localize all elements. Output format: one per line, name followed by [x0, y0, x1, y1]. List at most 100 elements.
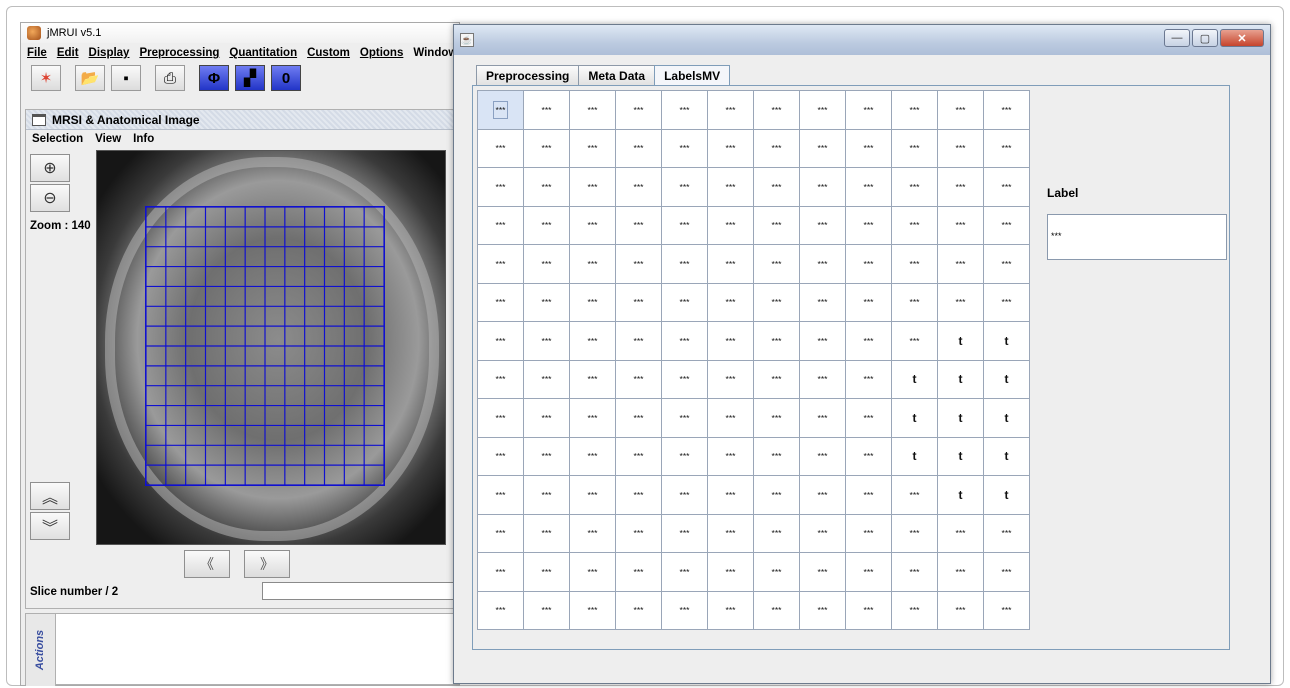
- label-cell[interactable]: ***: [524, 91, 570, 130]
- label-cell[interactable]: ***: [478, 399, 524, 438]
- menu-selection[interactable]: Selection: [32, 133, 84, 145]
- label-cell[interactable]: ***: [800, 322, 846, 361]
- label-cell[interactable]: t: [938, 322, 984, 361]
- label-cell[interactable]: ***: [570, 360, 616, 399]
- label-cell[interactable]: ***: [524, 476, 570, 515]
- label-cell[interactable]: ***: [524, 514, 570, 553]
- label-cell[interactable]: ***: [478, 322, 524, 361]
- label-cell[interactable]: ***: [800, 553, 846, 592]
- label-cell[interactable]: ***: [846, 168, 892, 207]
- actions-tab[interactable]: Actions: [26, 614, 56, 686]
- label-cell[interactable]: ***: [984, 206, 1030, 245]
- label-cell[interactable]: ***: [800, 283, 846, 322]
- label-cell[interactable]: ***: [846, 591, 892, 630]
- label-cell[interactable]: t: [984, 476, 1030, 515]
- menu-quantitation[interactable]: Quantitation: [229, 47, 298, 59]
- label-cell[interactable]: ***: [524, 283, 570, 322]
- label-cell[interactable]: ***: [800, 476, 846, 515]
- chart-icon[interactable]: ▞: [235, 65, 265, 91]
- label-cell[interactable]: ***: [616, 514, 662, 553]
- label-cell[interactable]: ***: [478, 168, 524, 207]
- label-cell[interactable]: ***: [570, 591, 616, 630]
- label-cell[interactable]: ***: [570, 168, 616, 207]
- label-cell[interactable]: ***: [478, 283, 524, 322]
- label-cell[interactable]: ***: [662, 437, 708, 476]
- mrsi-voxel-grid[interactable]: [145, 206, 385, 486]
- label-cell[interactable]: ***: [846, 553, 892, 592]
- label-cell[interactable]: ***: [938, 591, 984, 630]
- label-cell[interactable]: ***: [754, 476, 800, 515]
- label-cell[interactable]: ***: [524, 168, 570, 207]
- label-cell[interactable]: ***: [754, 360, 800, 399]
- label-cell[interactable]: ***: [570, 476, 616, 515]
- menu-options[interactable]: Options: [359, 47, 404, 59]
- save-icon[interactable]: ▪: [111, 65, 141, 91]
- label-cell[interactable]: ***: [478, 245, 524, 284]
- label-cell[interactable]: ***: [754, 437, 800, 476]
- menu-preprocessing[interactable]: Preprocessing: [139, 47, 220, 59]
- label-cell[interactable]: ***: [662, 91, 708, 130]
- label-cell[interactable]: ***: [708, 168, 754, 207]
- label-cell[interactable]: ***: [754, 283, 800, 322]
- label-cell[interactable]: ***: [662, 591, 708, 630]
- label-cell[interactable]: ***: [708, 591, 754, 630]
- label-cell[interactable]: ***: [478, 514, 524, 553]
- label-cell[interactable]: ***: [478, 591, 524, 630]
- label-cell[interactable]: ***: [800, 129, 846, 168]
- label-cell[interactable]: ***: [616, 283, 662, 322]
- label-cell[interactable]: ***: [984, 245, 1030, 284]
- label-cell[interactable]: ***: [846, 399, 892, 438]
- label-cell[interactable]: ***: [846, 91, 892, 130]
- label-cell[interactable]: ***: [846, 476, 892, 515]
- label-field[interactable]: ***: [1047, 214, 1227, 260]
- label-cell[interactable]: ***: [478, 129, 524, 168]
- label-cell[interactable]: ***: [708, 360, 754, 399]
- label-cell[interactable]: ***: [708, 437, 754, 476]
- label-cell[interactable]: ***: [938, 245, 984, 284]
- label-cell[interactable]: ***: [938, 553, 984, 592]
- label-cell[interactable]: ***: [938, 91, 984, 130]
- label-cell[interactable]: ***: [478, 360, 524, 399]
- label-cell[interactable]: ***: [938, 168, 984, 207]
- label-cell[interactable]: ***: [892, 591, 938, 630]
- label-cell[interactable]: ***: [754, 91, 800, 130]
- label-cell[interactable]: ***: [662, 360, 708, 399]
- maximize-icon[interactable]: ▢: [1192, 29, 1218, 47]
- label-cell[interactable]: t: [938, 399, 984, 438]
- menu-display[interactable]: Display: [88, 47, 130, 59]
- label-cell[interactable]: ***: [846, 360, 892, 399]
- print-icon[interactable]: ⎙: [155, 65, 185, 91]
- label-cell[interactable]: ***: [754, 322, 800, 361]
- label-cell[interactable]: ***: [984, 283, 1030, 322]
- label-cell[interactable]: t: [938, 437, 984, 476]
- label-cell[interactable]: ***: [984, 553, 1030, 592]
- label-cell[interactable]: t: [984, 399, 1030, 438]
- label-cell[interactable]: ***: [616, 129, 662, 168]
- label-cell[interactable]: ***: [570, 283, 616, 322]
- brain-mri-image[interactable]: [96, 150, 446, 545]
- zero-icon[interactable]: 0: [271, 65, 301, 91]
- label-cell[interactable]: ***: [616, 437, 662, 476]
- label-cell[interactable]: ***: [800, 245, 846, 284]
- label-cell[interactable]: ***: [800, 91, 846, 130]
- slice-number-field[interactable]: [262, 582, 454, 600]
- label-cell[interactable]: ***: [754, 553, 800, 592]
- slice-up-icon[interactable]: ︽: [30, 482, 70, 510]
- label-cell[interactable]: ***: [892, 514, 938, 553]
- label-cell[interactable]: ***: [616, 476, 662, 515]
- label-cell[interactable]: ***: [524, 591, 570, 630]
- label-cell[interactable]: ***: [846, 322, 892, 361]
- minimize-icon[interactable]: —: [1164, 29, 1190, 47]
- label-cell[interactable]: ***: [800, 360, 846, 399]
- label-cell[interactable]: ***: [754, 168, 800, 207]
- label-cell[interactable]: ***: [616, 91, 662, 130]
- wand-icon[interactable]: ✶: [31, 65, 61, 91]
- label-cell[interactable]: ***: [892, 206, 938, 245]
- label-cell[interactable]: ***: [662, 399, 708, 438]
- tab-preprocessing[interactable]: Preprocessing: [476, 65, 580, 85]
- label-cell[interactable]: ***: [570, 206, 616, 245]
- label-cell[interactable]: ***: [662, 245, 708, 284]
- label-cell[interactable]: ***: [616, 553, 662, 592]
- label-cell[interactable]: ***: [800, 168, 846, 207]
- label-cell[interactable]: ***: [708, 322, 754, 361]
